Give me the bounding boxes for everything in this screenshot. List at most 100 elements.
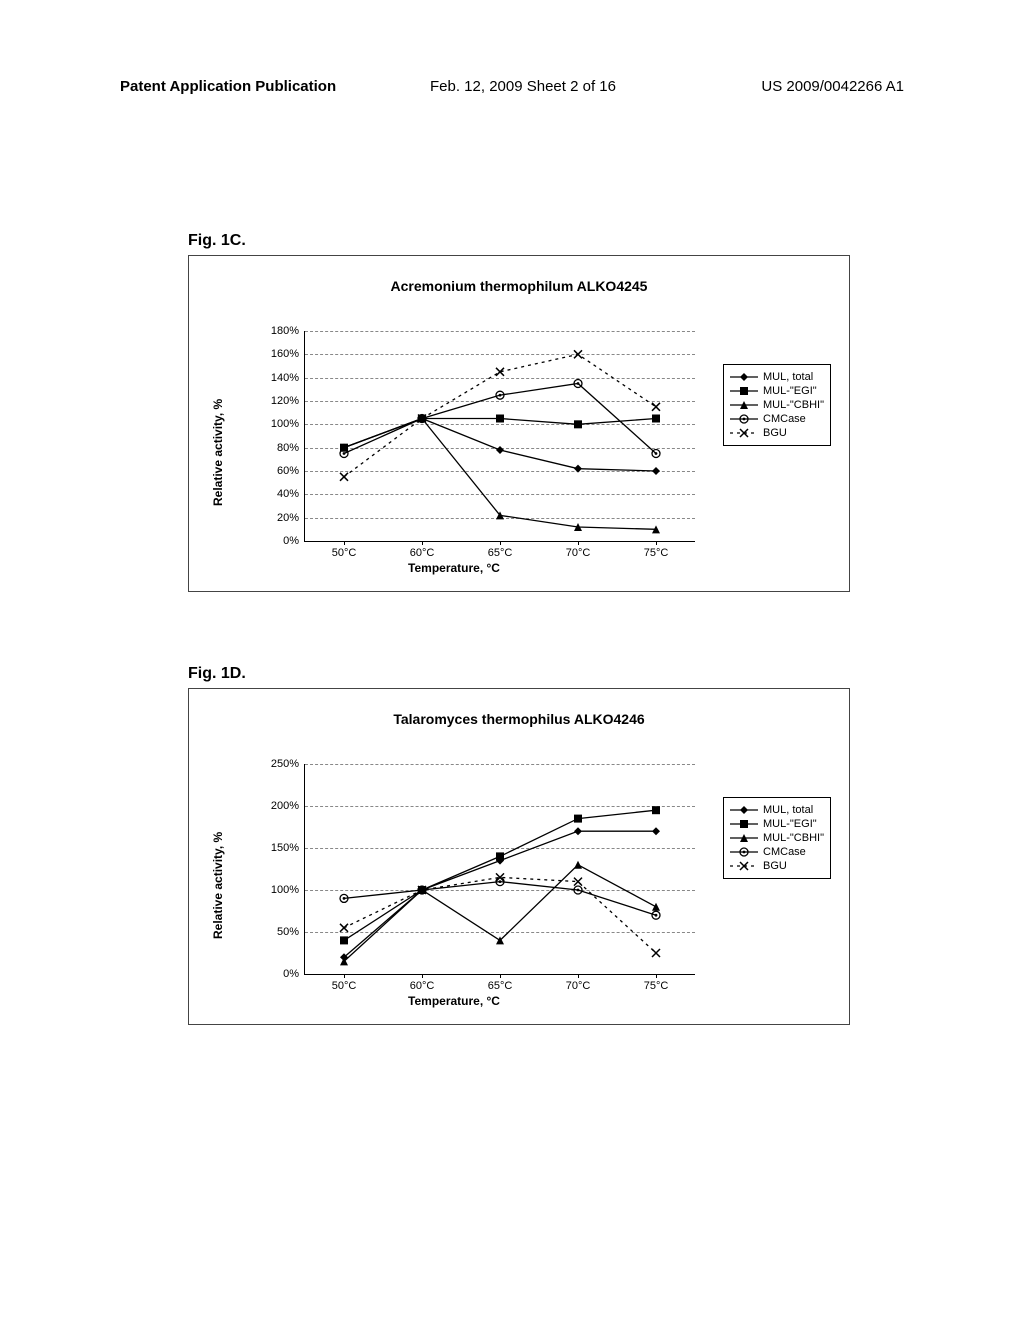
legend-item: BGU xyxy=(730,427,824,439)
marker-mul_cbhi xyxy=(652,903,660,911)
legend-swatch xyxy=(730,399,758,411)
x-tick xyxy=(578,541,579,545)
chart-1c-xlabel: Temperature, °C xyxy=(239,561,669,575)
legend-label: MUL, total xyxy=(763,371,813,383)
y-tick-label: 80% xyxy=(277,442,305,454)
plot-1c: 0%20%40%60%80%100%120%140%160%180%50°C60… xyxy=(304,331,695,542)
plot-1d: 0%50%100%150%200%250%50°C60°C65°C70°C75°… xyxy=(304,764,695,975)
series-line-mul_cbhi xyxy=(344,865,656,962)
marker-bgu xyxy=(574,878,582,886)
y-tick-label: 0% xyxy=(283,535,305,547)
legend-label: MUL-"EGI" xyxy=(763,385,817,397)
legend-label: MUL-"CBHI" xyxy=(763,832,824,844)
y-tick-label: 50% xyxy=(277,926,305,938)
header: Patent Application Publication Feb. 12, … xyxy=(120,78,904,95)
marker-mul_egi xyxy=(496,852,504,860)
marker-mul_egi xyxy=(574,815,582,823)
marker-mul_egi xyxy=(652,806,660,814)
header-right: US 2009/0042266 A1 xyxy=(761,78,904,95)
chart-1d: Talaromyces thermophilus ALKO4246 Relati… xyxy=(188,688,850,1025)
chart-1c-ylabel: Relative activity, % xyxy=(211,399,225,506)
legend-swatch xyxy=(730,832,758,844)
legend-swatch xyxy=(730,860,758,872)
header-center: Feb. 12, 2009 Sheet 2 of 16 xyxy=(430,78,616,95)
legend-item: CMCase xyxy=(730,413,824,425)
y-tick-label: 20% xyxy=(277,512,305,524)
marker-bgu xyxy=(340,473,348,481)
y-tick-label: 100% xyxy=(271,418,305,430)
legend-swatch xyxy=(730,804,758,816)
marker-mul_total xyxy=(652,827,660,835)
plot-svg xyxy=(305,331,695,541)
y-tick-label: 160% xyxy=(271,348,305,360)
x-tick xyxy=(500,974,501,978)
y-tick-label: 150% xyxy=(271,842,305,854)
legend-item: MUL-"EGI" xyxy=(730,818,824,830)
legend-label: MUL-"CBHI" xyxy=(763,399,824,411)
legend-swatch xyxy=(730,385,758,397)
legend-label: MUL, total xyxy=(763,804,813,816)
y-tick-label: 40% xyxy=(277,488,305,500)
header-left: Patent Application Publication xyxy=(120,78,336,95)
marker-mul_egi xyxy=(574,420,582,428)
marker-mul_cbhi xyxy=(574,861,582,869)
x-tick xyxy=(344,541,345,545)
legend-label: CMCase xyxy=(763,846,806,858)
chart-1c: Acremonium thermophilum ALKO4245 Relativ… xyxy=(188,255,850,592)
chart-1d-ylabel: Relative activity, % xyxy=(211,832,225,939)
marker-mul_total xyxy=(496,446,504,454)
y-tick-label: 100% xyxy=(271,884,305,896)
x-tick xyxy=(656,541,657,545)
page: Patent Application Publication Feb. 12, … xyxy=(0,0,1024,1320)
fig-1c-label: Fig. 1C. xyxy=(188,232,246,250)
legend-1c: MUL, total MUL-"EGI" MUL-"CBHI" CMCase BGU xyxy=(723,364,831,446)
x-tick xyxy=(656,974,657,978)
x-tick xyxy=(344,974,345,978)
series-line-mul_total xyxy=(344,419,656,472)
legend-item: BGU xyxy=(730,860,824,872)
legend-label: MUL-"EGI" xyxy=(763,818,817,830)
chart-1c-title: Acremonium thermophilum ALKO4245 xyxy=(189,278,849,294)
chart-1d-title: Talaromyces thermophilus ALKO4246 xyxy=(189,711,849,727)
x-tick xyxy=(422,974,423,978)
legend-label: CMCase xyxy=(763,413,806,425)
fig-1d-label: Fig. 1D. xyxy=(188,665,246,683)
marker-bgu xyxy=(340,924,348,932)
legend-label: BGU xyxy=(763,860,787,872)
y-tick-label: 0% xyxy=(283,968,305,980)
legend-swatch xyxy=(730,371,758,383)
legend-swatch xyxy=(730,818,758,830)
legend-swatch xyxy=(730,413,758,425)
legend-item: MUL, total xyxy=(730,371,824,383)
y-tick-label: 250% xyxy=(271,758,305,770)
y-tick-label: 120% xyxy=(271,395,305,407)
y-tick-label: 140% xyxy=(271,372,305,384)
marker-mul_total xyxy=(652,467,660,475)
legend-1d: MUL, total MUL-"EGI" MUL-"CBHI" CMCase BGU xyxy=(723,797,831,879)
marker-bgu xyxy=(652,949,660,957)
legend-item: MUL, total xyxy=(730,804,824,816)
marker-cmcase xyxy=(652,450,660,458)
legend-item: MUL-"CBHI" xyxy=(730,832,824,844)
legend-swatch xyxy=(730,427,758,439)
chart-1d-xlabel: Temperature, °C xyxy=(239,994,669,1008)
y-tick-label: 60% xyxy=(277,465,305,477)
marker-cmcase xyxy=(652,911,660,919)
x-tick xyxy=(578,974,579,978)
legend-item: MUL-"CBHI" xyxy=(730,399,824,411)
legend-item: CMCase xyxy=(730,846,824,858)
series-line-mul_egi xyxy=(344,810,656,940)
y-tick-label: 180% xyxy=(271,325,305,337)
legend-item: MUL-"EGI" xyxy=(730,385,824,397)
plot-svg xyxy=(305,764,695,974)
marker-bgu xyxy=(574,350,582,358)
marker-mul_egi xyxy=(496,415,504,423)
marker-mul_total xyxy=(574,827,582,835)
marker-mul_total xyxy=(574,465,582,473)
marker-mul_egi xyxy=(652,415,660,423)
legend-label: BGU xyxy=(763,427,787,439)
x-tick xyxy=(422,541,423,545)
legend-swatch xyxy=(730,846,758,858)
y-tick-label: 200% xyxy=(271,800,305,812)
marker-mul_egi xyxy=(340,936,348,944)
